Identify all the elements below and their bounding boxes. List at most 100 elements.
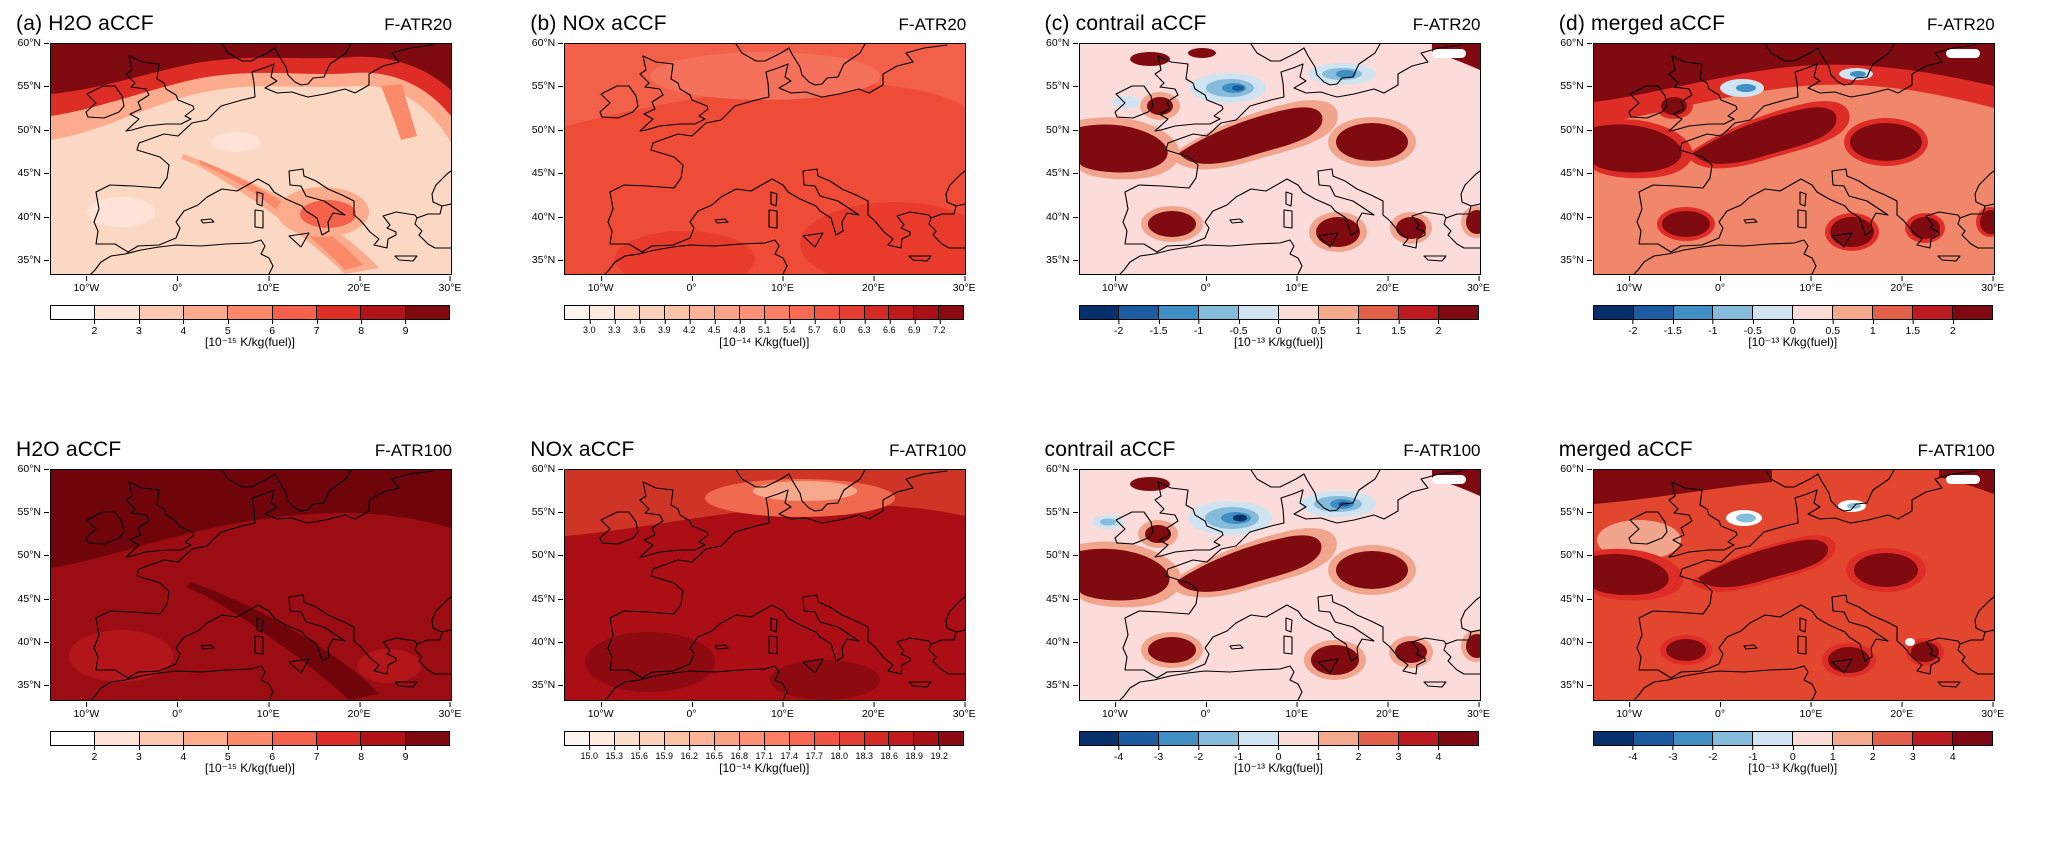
lat-tick-label: 50°N bbox=[530, 549, 564, 561]
panel-nox-atr20: (b) NOx aCCF F-ATR20 60°N 55°N 50°N 45°N 40°… bbox=[524, 8, 1038, 434]
lon-tick-label: 0° bbox=[686, 276, 697, 294]
contour-field bbox=[1079, 44, 1480, 252]
colorbar-segment bbox=[1912, 731, 1952, 745]
panel-contrail-atr20: (c) contrail aCCF F-ATR20 60°N 55°N 50°N 45… bbox=[1039, 8, 1553, 434]
colorbar-tick-label: 9 bbox=[403, 320, 408, 337]
lon-tick-label: 10°W bbox=[588, 276, 614, 294]
lat-axis: 60°N 55°N 50°N 45°N 40°N 35°N bbox=[16, 37, 50, 273]
colorbar-tick-label: 8 bbox=[358, 320, 364, 337]
lat-tick-label: 45°N bbox=[1045, 593, 1079, 605]
colorbar-track bbox=[1078, 305, 1479, 320]
colorbar-tick-label: 6 bbox=[269, 320, 275, 337]
colorbar-unit: [10⁻¹⁴ K/kg(fuel)] bbox=[719, 760, 810, 775]
colorbar-segment bbox=[1317, 306, 1358, 319]
colorbar-tick-label: 7 bbox=[314, 320, 320, 337]
colorbar-segment bbox=[1079, 731, 1119, 745]
panel-merged-atr100: merged aCCF F-ATR100 60°N 55°N 50°N 45°N 40°… bbox=[1553, 434, 2067, 859]
colorbar-segment bbox=[1672, 731, 1713, 745]
experiment-label: F-ATR100 bbox=[1917, 440, 1995, 460]
colorbar-segment bbox=[913, 731, 939, 745]
colorbar-tick-label: -4 bbox=[1114, 745, 1123, 763]
lat-tick-label: 60°N bbox=[530, 37, 564, 49]
colorbar-segment bbox=[271, 731, 316, 745]
colorbar-segment bbox=[1238, 306, 1279, 319]
colorbar-track bbox=[564, 305, 965, 320]
panel-contrail-atr100: contrail aCCF F-ATR100 60°N 55°N 50°N 45°N 4… bbox=[1039, 434, 1553, 859]
colorbar-segment bbox=[1951, 306, 1992, 319]
colorbar-tick-label: 3 bbox=[1910, 745, 1916, 763]
colorbar-tick-label: 7.2 bbox=[933, 320, 946, 335]
colorbar-segment bbox=[1357, 731, 1398, 745]
lat-tick-label: 55°N bbox=[16, 506, 50, 518]
lon-tick-label: 30°E bbox=[1467, 701, 1490, 720]
colorbar-ticks: -4 -3 -2 -1 0 1 2 3 4 bbox=[1079, 745, 1479, 763]
lat-axis: 60°N 55°N 50°N 45°N 40°N 35°N bbox=[530, 463, 564, 699]
lon-tick-label: 0° bbox=[1715, 276, 1725, 294]
colorbar-segment bbox=[1832, 731, 1873, 745]
map-nox-atr100 bbox=[564, 468, 967, 701]
colorbar-unit: [10⁻¹³ K/kg(fuel)] bbox=[1748, 760, 1838, 775]
colorbar-segment bbox=[888, 731, 914, 745]
colorbar-tick-label: 16.5 bbox=[705, 745, 723, 761]
panel-title: (d) merged aCCF bbox=[1558, 12, 1726, 35]
colorbar-tick-label: 1 bbox=[1316, 745, 1321, 763]
colorbar-unit: [10⁻¹³ K/kg(fuel)] bbox=[1748, 335, 1838, 349]
lat-tick-label: 35°N bbox=[1045, 679, 1079, 691]
colorbar-unit: [10⁻¹⁴ K/kg(fuel)] bbox=[719, 335, 810, 349]
colorbar-unit: [10⁻¹⁵ K/kg(fuel)] bbox=[204, 335, 295, 349]
colorbar-segment bbox=[838, 731, 864, 745]
colorbar-tick-label: 16.8 bbox=[730, 745, 748, 761]
colorbar-tick-label: -2 bbox=[1628, 320, 1637, 337]
lon-axis: 10°W 0° 10°E 20°E 30°E bbox=[50, 701, 461, 720]
lat-tick-label: 60°N bbox=[1559, 463, 1593, 475]
colorbar-segment bbox=[182, 731, 228, 745]
colorbar-tick-label: 1.5 bbox=[1391, 320, 1406, 337]
colorbar-tick-label: 4 bbox=[1436, 745, 1441, 763]
lon-tick-label: 30°E bbox=[1981, 701, 2004, 720]
lon-tick-label: 0° bbox=[172, 276, 182, 294]
colorbar-segment bbox=[1079, 306, 1119, 319]
lat-tick-label: 55°N bbox=[1045, 80, 1079, 92]
colorbar-tick-label: 0 bbox=[1276, 745, 1281, 763]
colorbar-ticks: 2 3 4 5 6 7 8 9 bbox=[50, 320, 450, 337]
colorbar-segment bbox=[271, 306, 316, 319]
lat-tick-label: 35°N bbox=[16, 679, 50, 691]
lat-tick-label: 40°N bbox=[16, 211, 50, 223]
colorbar-segment bbox=[1593, 731, 1633, 745]
colorbar-unit: [10⁻¹³ K/kg(fuel)] bbox=[1233, 760, 1324, 775]
panel-h2o-atr20: (a) H2O aCCF F-ATR20 60°N 55°N 50°N 45°N 40°… bbox=[10, 8, 524, 434]
colorbar-segment bbox=[938, 306, 964, 319]
colorbar-segment bbox=[1278, 731, 1318, 745]
lon-tick-label: 10°W bbox=[73, 701, 99, 720]
lon-axis: 10°W 0° 10°E 20°E 30°E bbox=[1079, 275, 1490, 294]
colorbar-segment bbox=[888, 306, 914, 319]
colorbar-tick-label: 15.9 bbox=[655, 745, 673, 761]
lon-tick-label: 30°E bbox=[439, 701, 461, 720]
colorbar-tick-label: 18.6 bbox=[880, 745, 898, 761]
colorbar-ticks: -2 -1.5 -1 -0.5 0 0.5 1 1.5 2 bbox=[1593, 320, 1993, 337]
lon-tick-label: 10°E bbox=[771, 276, 794, 294]
lat-tick-label: 50°N bbox=[16, 124, 50, 136]
lon-tick-label: 10°E bbox=[257, 276, 280, 294]
colorbar-segment bbox=[51, 731, 95, 745]
colorbar-segment bbox=[863, 731, 889, 745]
colorbar: 15.0 15.3 15.6 15.9 16.2 16.5 16.8 17.1 17.4 17.7… bbox=[564, 730, 965, 775]
colorbar-segment bbox=[1712, 731, 1753, 745]
colorbar-track bbox=[50, 730, 450, 746]
lat-tick-label: 60°N bbox=[16, 37, 50, 49]
map-nox-atr20 bbox=[564, 43, 967, 275]
lon-tick-label: 10°W bbox=[588, 701, 614, 720]
colorbar-segment bbox=[1672, 306, 1713, 319]
colorbar-segment bbox=[639, 306, 664, 319]
lat-tick-label: 60°N bbox=[1045, 37, 1079, 49]
colorbar: 3.0 3.3 3.6 3.9 4.2 4.5 4.8 5.1 5.4 5.7 6.0 6.3 6.6 6… bbox=[564, 305, 965, 349]
colorbar-segment bbox=[838, 306, 864, 319]
map-h2o-atr100 bbox=[50, 468, 452, 701]
lon-axis: 10°W 0° 10°E 20°E 30°E bbox=[564, 275, 976, 294]
lat-tick-label: 45°N bbox=[16, 167, 50, 179]
colorbar-segment bbox=[863, 306, 889, 319]
lat-tick-label: 40°N bbox=[1045, 211, 1079, 223]
lon-axis: 10°W 0° 10°E 20°E 30°E bbox=[1079, 701, 1490, 720]
panel-merged-atr20: (d) merged aCCF F-ATR20 60°N 55°N 50°N 45°N… bbox=[1553, 8, 2067, 434]
lat-tick-label: 35°N bbox=[530, 254, 564, 266]
